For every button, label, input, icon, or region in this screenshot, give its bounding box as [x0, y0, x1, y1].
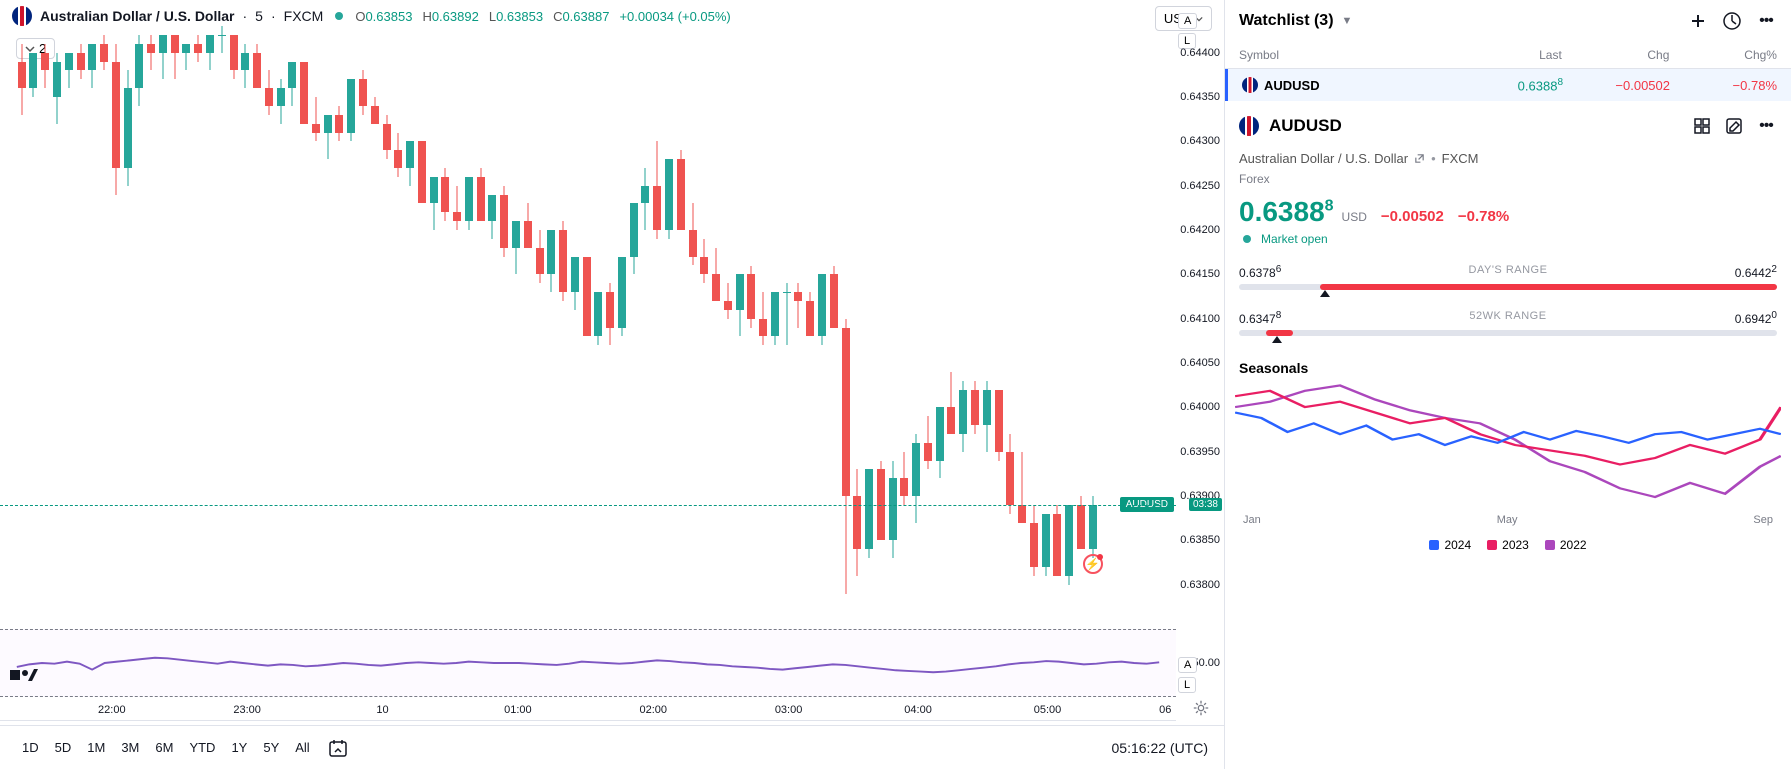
price-tick: 0.63850 — [1180, 534, 1220, 546]
time-tick: 10 — [376, 704, 388, 716]
pair-flag-icon — [12, 6, 32, 26]
seasonals-chart[interactable] — [1235, 380, 1781, 510]
watchlist-title[interactable]: Watchlist (3) — [1239, 12, 1334, 30]
chevron-down-icon[interactable]: ▼ — [1342, 15, 1353, 27]
chart-footer: 1D5D1M3M6MYTD1Y5YAll 05:16:22 (UTC) — [0, 725, 1224, 769]
asset-class: Forex — [1225, 172, 1791, 196]
footer-clock[interactable]: 05:16:22 (UTC) — [1112, 740, 1208, 756]
price-tick: 0.64050 — [1180, 357, 1220, 369]
price-tick: 0.64250 — [1180, 180, 1220, 192]
timeframe-5d[interactable]: 5D — [49, 736, 78, 759]
goto-date-icon[interactable] — [328, 738, 348, 758]
ind-log-button[interactable]: L — [1178, 677, 1196, 693]
day-range: 0.63786DAY'S RANGE0.64422 — [1225, 258, 1791, 304]
timeframe-5y[interactable]: 5Y — [257, 736, 285, 759]
indicator-panel[interactable] — [0, 629, 1176, 697]
status-dot-icon — [335, 12, 343, 20]
time-axis[interactable]: 22:00 23:00 10 01:00 02:00 03:00 04:00 05:00 06 — [0, 697, 1176, 721]
open-value: 0.63853 — [365, 9, 412, 24]
indicator-axis: 50.00 AL — [1176, 629, 1224, 697]
axis-auto-button[interactable]: A — [1178, 13, 1197, 29]
more-menu-icon[interactable] — [1755, 115, 1777, 137]
timeframe-3m[interactable]: 3M — [115, 736, 145, 759]
diff-value: +0.00034 (+0.05%) — [619, 9, 730, 24]
pair-flag-icon — [1242, 77, 1258, 93]
status-dot-icon — [1243, 235, 1251, 243]
watchlist-row[interactable]: AUDUSD 0.63888 −0.00502 −0.78% — [1225, 69, 1791, 101]
price-axis[interactable]: AL 0.644000.643500.643000.642500.642000.… — [1176, 35, 1224, 629]
time-tick: 01:00 — [504, 704, 532, 716]
time-tick: 05:00 — [1034, 704, 1062, 716]
time-tick: 02:00 — [639, 704, 667, 716]
timeframe-1m[interactable]: 1M — [81, 736, 111, 759]
interval-label[interactable]: 5 — [255, 8, 263, 24]
time-tick: 22:00 — [98, 704, 126, 716]
time-tick: 03:00 — [775, 704, 803, 716]
watchlist-columns: SymbolLastChgChg% — [1225, 42, 1791, 69]
pair-flag-icon — [1239, 116, 1259, 136]
detail-header: AUDUSD — [1225, 101, 1791, 151]
grid-layout-icon[interactable] — [1691, 115, 1713, 137]
market-status: Market open — [1225, 228, 1791, 258]
seasonals-legend: 2024 2023 2022 — [1225, 530, 1791, 560]
big-price: 0.63888 USD −0.00502 −0.78% — [1225, 196, 1791, 228]
add-symbol-button[interactable] — [1687, 10, 1709, 32]
price-tick: 0.64400 — [1180, 47, 1220, 59]
ind-auto-button[interactable]: A — [1178, 657, 1197, 673]
tradingview-logo[interactable] — [10, 665, 38, 688]
timeframe-group: 1D5D1M3M6MYTD1Y5YAll — [16, 736, 316, 759]
detail-symbol[interactable]: AUDUSD — [1269, 116, 1342, 136]
timeframe-1d[interactable]: 1D — [16, 736, 45, 759]
pair-name[interactable]: Australian Dollar / U.S. Dollar — [40, 8, 235, 24]
price-tick: 0.64350 — [1180, 91, 1220, 103]
price-tick: 0.64150 — [1180, 268, 1220, 280]
seasonals-title: Seasonals — [1225, 350, 1791, 380]
side-panel: Watchlist (3) ▼ SymbolLastChgChg% AUDUSD… — [1225, 0, 1791, 769]
timeframe-6m[interactable]: 6M — [149, 736, 179, 759]
time-tick: 06 — [1159, 704, 1171, 716]
close-value: 0.63887 — [562, 9, 609, 24]
edit-icon[interactable] — [1723, 115, 1745, 137]
watchlist-header: Watchlist (3) ▼ — [1225, 0, 1791, 42]
price-tick: 0.64200 — [1180, 224, 1220, 236]
seasonals-axis: JanMaySep — [1225, 510, 1791, 530]
chart-settings-icon[interactable] — [1721, 10, 1743, 32]
price-tick: 0.64100 — [1180, 313, 1220, 325]
external-link-icon[interactable] — [1414, 153, 1425, 164]
ohlc-group: O0.63853 H0.63892 L0.63853 C0.63887 +0.0… — [355, 9, 730, 24]
settings-icon[interactable] — [1192, 699, 1210, 717]
price-tick: 0.63800 — [1180, 579, 1220, 591]
timeframe-all[interactable]: All — [289, 736, 315, 759]
time-tick: 23:00 — [233, 704, 261, 716]
timeframe-1y[interactable]: 1Y — [225, 736, 253, 759]
low-value: 0.63853 — [496, 9, 543, 24]
time-tick: 04:00 — [904, 704, 932, 716]
source-label[interactable]: FXCM — [284, 8, 324, 24]
price-time-badge: 03:38 — [1189, 498, 1222, 511]
chart-header: Australian Dollar / U.S. Dollar · 5 · FX… — [0, 0, 1224, 32]
price-tick: 0.64300 — [1180, 135, 1220, 147]
zap-icon[interactable]: ⚡ — [1083, 554, 1103, 574]
timeframe-ytd[interactable]: YTD — [183, 736, 221, 759]
high-value: 0.63892 — [432, 9, 479, 24]
price-tick: 0.64000 — [1180, 401, 1220, 413]
detail-description: Australian Dollar / U.S. Dollar • FXCM — [1225, 151, 1791, 172]
more-menu-icon[interactable] — [1755, 10, 1777, 32]
chart-canvas[interactable]: AUDUSD ⚡ — [0, 35, 1176, 629]
price-tick: 0.63950 — [1180, 446, 1220, 458]
wk-range: 0.6347852WK RANGE0.69420 — [1225, 304, 1791, 350]
